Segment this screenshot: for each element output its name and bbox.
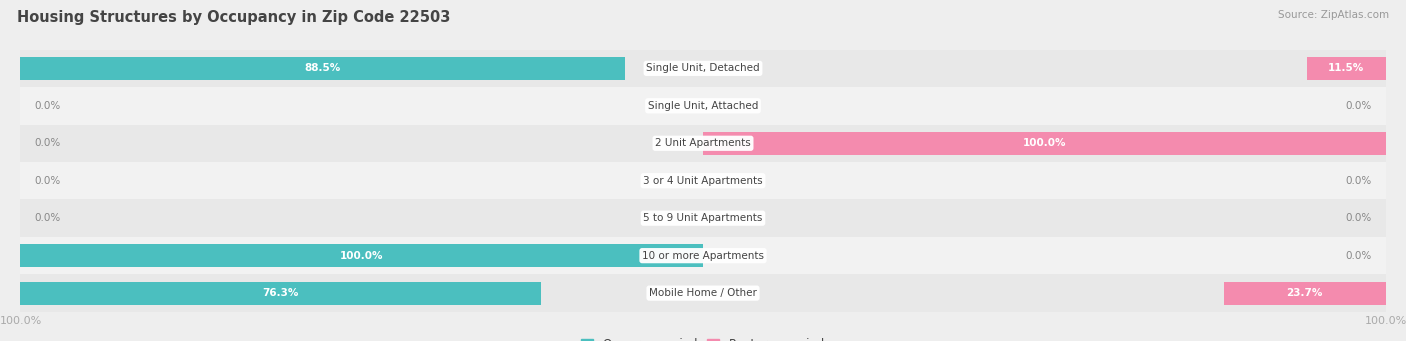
Text: 100.0%: 100.0% — [1022, 138, 1066, 148]
Text: Single Unit, Attached: Single Unit, Attached — [648, 101, 758, 111]
Text: 76.3%: 76.3% — [263, 288, 299, 298]
Bar — [21, 282, 541, 305]
Text: 23.7%: 23.7% — [1286, 288, 1323, 298]
Text: 0.0%: 0.0% — [1346, 176, 1372, 186]
Bar — [21, 49, 1385, 87]
Text: 0.0%: 0.0% — [34, 138, 60, 148]
Bar — [21, 162, 1385, 199]
Text: 0.0%: 0.0% — [34, 176, 60, 186]
Legend: Owner-occupied, Renter-occupied: Owner-occupied, Renter-occupied — [576, 333, 830, 341]
Text: 5 to 9 Unit Apartments: 5 to 9 Unit Apartments — [644, 213, 762, 223]
Bar — [1223, 282, 1385, 305]
Bar — [21, 199, 1385, 237]
Bar — [1308, 57, 1385, 80]
Text: 11.5%: 11.5% — [1329, 63, 1364, 73]
Bar — [21, 57, 624, 80]
Text: Housing Structures by Occupancy in Zip Code 22503: Housing Structures by Occupancy in Zip C… — [17, 10, 450, 25]
Text: 0.0%: 0.0% — [1346, 101, 1372, 111]
Bar — [21, 237, 1385, 275]
Text: Mobile Home / Other: Mobile Home / Other — [650, 288, 756, 298]
Text: Single Unit, Detached: Single Unit, Detached — [647, 63, 759, 73]
Text: 10 or more Apartments: 10 or more Apartments — [643, 251, 763, 261]
Text: Source: ZipAtlas.com: Source: ZipAtlas.com — [1278, 10, 1389, 20]
Bar — [21, 244, 703, 267]
Text: 88.5%: 88.5% — [304, 63, 340, 73]
Bar — [703, 132, 1385, 155]
Text: 100.0%: 100.0% — [340, 251, 384, 261]
Text: 0.0%: 0.0% — [1346, 213, 1372, 223]
Text: 0.0%: 0.0% — [34, 101, 60, 111]
Text: 3 or 4 Unit Apartments: 3 or 4 Unit Apartments — [643, 176, 763, 186]
Text: 0.0%: 0.0% — [1346, 251, 1372, 261]
Bar — [21, 275, 1385, 312]
Bar — [21, 87, 1385, 124]
Text: 2 Unit Apartments: 2 Unit Apartments — [655, 138, 751, 148]
Text: 0.0%: 0.0% — [34, 213, 60, 223]
Bar — [21, 124, 1385, 162]
